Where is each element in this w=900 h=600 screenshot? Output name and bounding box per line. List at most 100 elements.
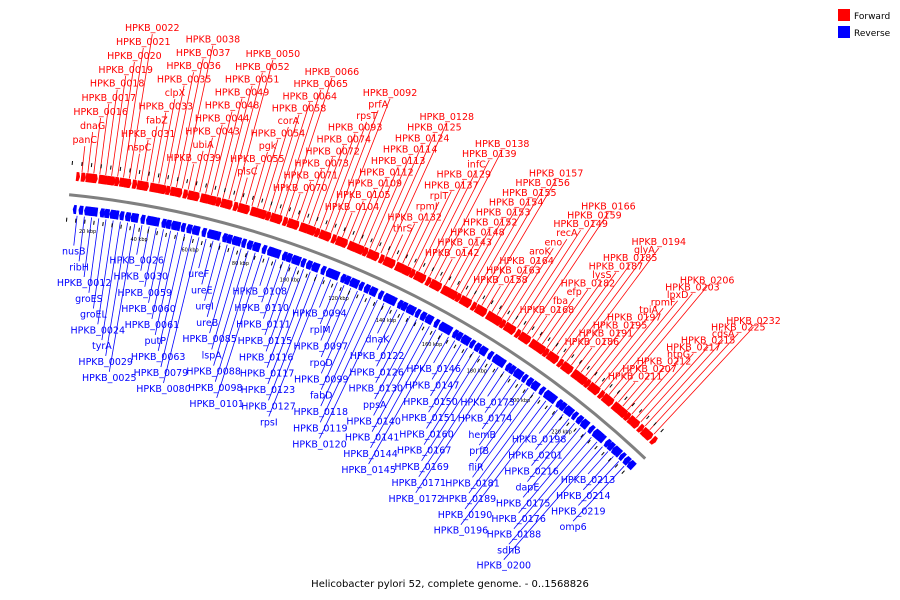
forward-gene-arrow [342, 238, 348, 249]
forward-gene-arrow [610, 401, 619, 411]
reverse-gene-arrow [504, 362, 513, 372]
forward-gene-label: dnaG [80, 121, 105, 132]
label-leader-line [465, 208, 517, 297]
tick-mark [138, 227, 140, 232]
tick-mark [305, 273, 308, 278]
forward-gene-label: panC [73, 135, 98, 146]
label-leader-line [622, 374, 650, 407]
reverse-gene-label: HPKB_0145 [341, 465, 396, 476]
label-leader-line [376, 309, 398, 350]
tick-mark [646, 415, 650, 420]
label-leader-line [157, 233, 186, 351]
label-leader-line [491, 276, 514, 312]
label-leader-line [214, 252, 256, 382]
reverse-gene-label: ureE [191, 285, 213, 296]
forward-gene-label: pgk [259, 141, 277, 152]
label-leader-line [170, 72, 194, 186]
label-leader-line [376, 312, 404, 367]
label-leader-line [308, 157, 333, 225]
label-leader-line [653, 326, 754, 435]
reverse-gene-label: HPKB_0080 [136, 384, 191, 395]
kbp-label: 100 kbp [280, 277, 300, 283]
reverse-gene-label: rplM [310, 325, 331, 336]
reverse-gene-label: rpsI [260, 418, 278, 429]
tick-mark [537, 400, 541, 404]
label-leader-line [285, 77, 333, 217]
label-leader-line [164, 85, 185, 185]
label-leader-line [575, 347, 593, 369]
label-leader-line [297, 181, 312, 221]
forward-gene-label: lysS [592, 270, 611, 281]
label-leader-line [251, 151, 268, 207]
label-leader-line [160, 235, 193, 368]
forward-gene-label: HPKB_0139 [462, 149, 517, 160]
reverse-gene-arrow [583, 421, 591, 430]
forward-gene-label: HPKB_0191 [579, 329, 634, 340]
reverse-label-lines [73, 215, 625, 560]
forward-gene-arrow [313, 227, 321, 238]
reverse-gene-label: HPKB_0169 [394, 462, 449, 473]
label-leader-line [455, 228, 491, 291]
genome-backbone [68, 193, 647, 460]
forward-gene-label: HPKB_0104 [325, 202, 380, 213]
tick-mark [119, 166, 122, 172]
reverse-gene-arrow [300, 258, 307, 268]
label-leader-line [140, 139, 149, 181]
tick-mark [270, 201, 273, 206]
label-leader-line [537, 306, 561, 341]
forward-gene-arrow [636, 423, 645, 433]
reverse-gene-labels: nusB ribH HPKB_0012 groES groEL HPKB_0024 tyrA… [57, 247, 615, 572]
tick-mark [559, 416, 563, 421]
reverse-gene-arrow [424, 314, 434, 325]
label-leader-line [201, 240, 214, 285]
forward-gene-arrow [80, 172, 86, 182]
forward-gene-arrow [177, 188, 183, 198]
tick-mark [544, 405, 548, 410]
reverse-gene-arrow [591, 428, 601, 439]
forward-gene-label: corA [278, 116, 300, 127]
label-leader-line [486, 285, 501, 309]
label-leader-line [578, 461, 620, 506]
reverse-gene-arrow [410, 306, 418, 316]
label-leader-line [590, 323, 635, 380]
label-leader-line [245, 164, 258, 205]
reverse-gene-arrow [468, 339, 477, 349]
label-leader-line [152, 112, 167, 183]
label-leader-line [375, 144, 423, 251]
tick-mark [218, 245, 221, 250]
forward-gene-arrow [596, 389, 606, 400]
forward-gene-label: HPKB_0155 [502, 188, 557, 199]
label-leader-line [481, 179, 557, 306]
label-leader-line [585, 331, 621, 377]
forward-gene-label: fabZ [146, 115, 168, 126]
tick-mark [413, 322, 417, 327]
label-leader-line [518, 432, 587, 514]
forward-gene-arrow [570, 368, 579, 379]
reverse-gene-arrow [119, 211, 125, 221]
label-leader-line [613, 286, 708, 399]
label-leader-line [572, 465, 625, 522]
reverse-gene-arrow [499, 359, 507, 369]
forward-gene-label: HPKB_0017 [82, 93, 137, 104]
reverse-gene-label: HPKB_0118 [294, 407, 349, 418]
reverse-gene-label: tyrA [92, 341, 112, 352]
label-leader-line [418, 363, 493, 478]
forward-gene-arrow [194, 192, 200, 202]
reverse-gene-label: dnaK [365, 334, 390, 345]
reverse-gene-arrow [291, 254, 300, 265]
tick-mark [242, 193, 245, 198]
label-leader-line [460, 218, 504, 294]
reverse-gene-arrow [419, 311, 428, 322]
label-leader-line [649, 333, 739, 431]
forward-gene-label: eno [544, 237, 562, 248]
reverse-gene-label: HPKB_0060 [121, 304, 176, 315]
reverse-gene-label: HPKB_0219 [551, 507, 606, 518]
label-leader-line [566, 255, 645, 362]
forward-gene-label: aroK [529, 247, 551, 258]
reverse-gene-label: HPKB_0189 [442, 494, 497, 505]
forward-gene-label: HPKB_0142 [425, 248, 480, 259]
reverse-gene-label: HPKB_0099 [294, 374, 349, 385]
tick-mark [100, 164, 102, 169]
reverse-gene-arrow [358, 281, 366, 292]
forward-gene-arrow [277, 215, 283, 225]
